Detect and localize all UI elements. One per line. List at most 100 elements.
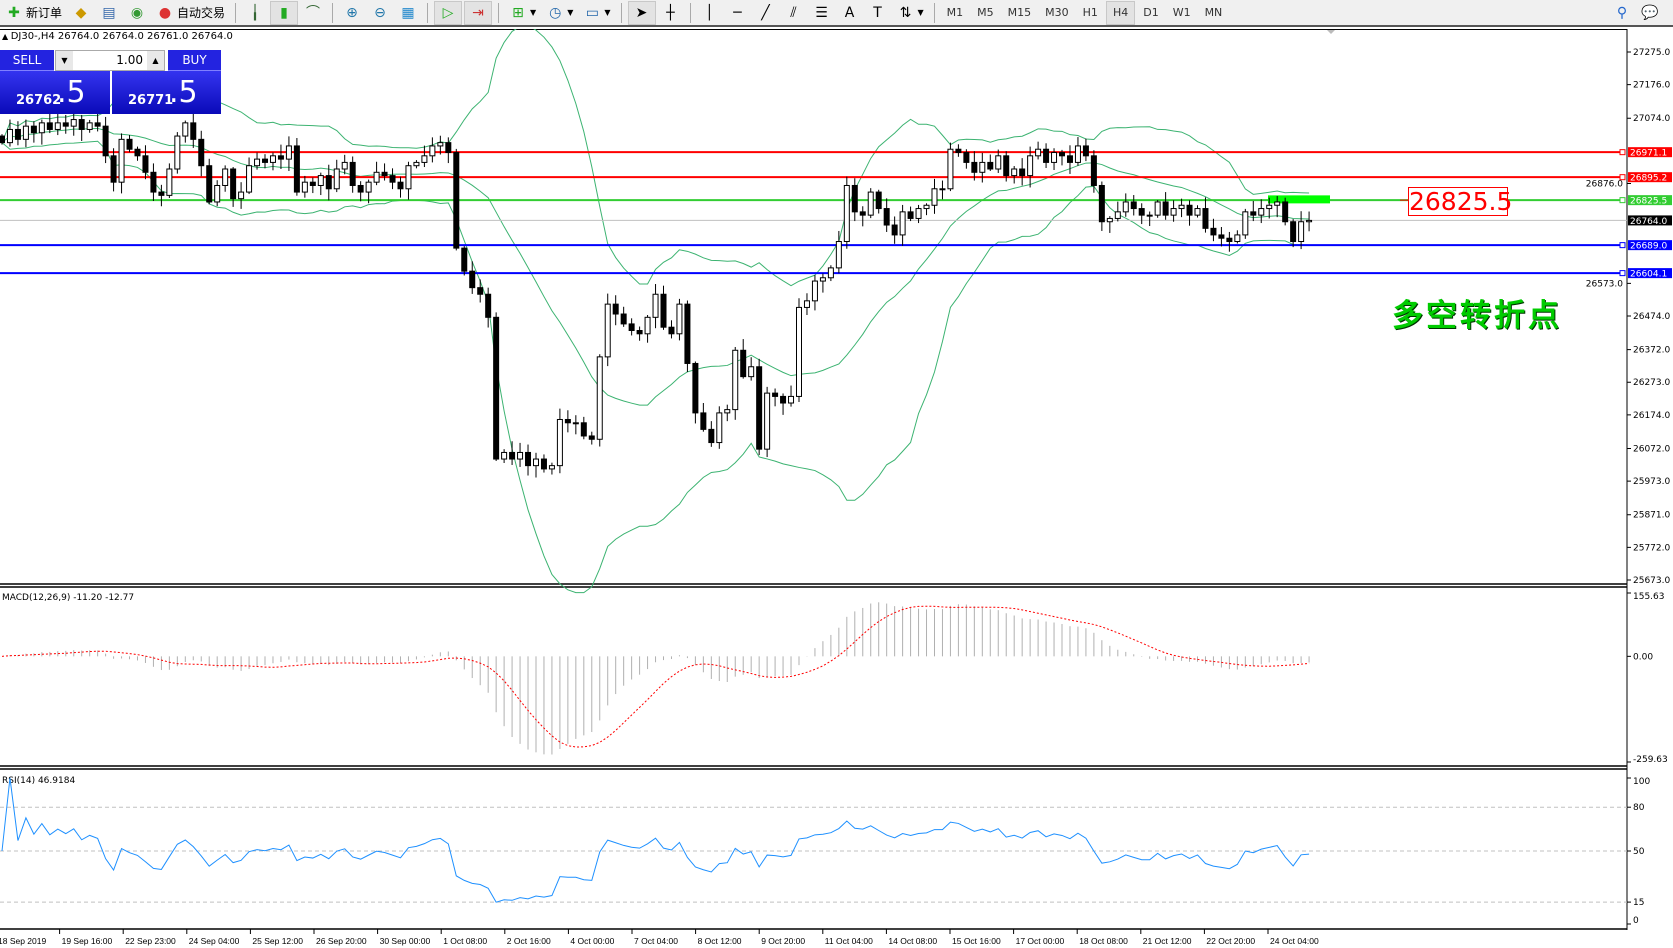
time-tick-label: 18 Oct 08:00 (1079, 936, 1128, 946)
lot-decrease-button[interactable]: ▼ (56, 51, 73, 70)
equidistant-channel-button[interactable]: ⫽ (781, 1, 807, 25)
timeframe-m15[interactable]: M15 (1007, 6, 1032, 19)
timeframe-h1[interactable]: H1 (1082, 6, 1098, 19)
candle (1250, 200, 1257, 222)
timeframe-d1[interactable]: D1 (1143, 6, 1159, 19)
candle (859, 206, 866, 227)
price-tick-label: 25871.0 (1633, 511, 1670, 521)
candle-body (620, 313, 627, 325)
candlestick-button[interactable]: ▮ (270, 0, 299, 25)
candle (835, 230, 842, 274)
collapse-icon[interactable]: ▲ (2, 32, 11, 41)
candle-body (947, 148, 954, 190)
arrows-button[interactable]: ⇅ ▼ (893, 1, 928, 25)
chart-shift-button[interactable]: ⇥ (464, 0, 493, 25)
candle (1027, 146, 1034, 188)
candle (819, 273, 826, 293)
candle-body (740, 349, 747, 378)
candle (102, 116, 109, 164)
turning-point-text[interactable]: 多空转折点 (1392, 298, 1562, 334)
candle (285, 136, 292, 171)
level-handle (1619, 197, 1626, 204)
candle (30, 121, 37, 143)
candle-body (134, 148, 141, 157)
candle (6, 119, 13, 147)
lot-size-input[interactable]: ▼ 1.00 ▲ (55, 50, 165, 71)
fibonacci-button[interactable]: ☰ (809, 1, 835, 25)
candle (620, 306, 627, 327)
candle (317, 172, 324, 196)
tile-windows-button[interactable]: ▦ (395, 1, 421, 25)
templates-button[interactable]: ▭ ▼ (579, 1, 614, 25)
line-chart-button[interactable]: ⌒ (300, 1, 326, 25)
candle-body (1202, 208, 1209, 229)
highlight-rectangle (1268, 195, 1330, 204)
level-price-label: 26604.1 (1630, 270, 1667, 280)
search-button[interactable]: ⚲ (1609, 1, 1635, 25)
candle (1098, 181, 1105, 231)
price-tick-label: 26372.0 (1633, 346, 1670, 356)
periods-button[interactable]: ◷ ▼ (542, 1, 577, 25)
sell-button[interactable]: SELL (0, 50, 54, 71)
new-order-button[interactable]: ✚ 新订单 (1, 1, 66, 25)
candle-body (764, 392, 771, 450)
candle (676, 298, 683, 341)
price-tick-label: 27074.0 (1633, 114, 1670, 124)
candle-body (349, 161, 356, 186)
timeframe-mn[interactable]: MN (1204, 6, 1223, 19)
timeframe-m5[interactable]: M5 (977, 6, 994, 19)
candle (1306, 211, 1313, 232)
vertical-line-button[interactable]: │ (697, 1, 723, 25)
candle-body (796, 306, 802, 397)
timeframe-h4[interactable]: H4 (1105, 0, 1136, 25)
cursor-button[interactable]: ➤ (627, 0, 656, 25)
candle-body (62, 122, 69, 127)
candle-body (644, 316, 651, 335)
bar-chart-button[interactable]: ╽ (242, 1, 268, 25)
sell-price-box[interactable]: 26762.5 (0, 71, 110, 114)
chart-area[interactable]: 27275.0 27176.0 27074.0 26876.0 26573.0 26474… (0, 29, 1673, 948)
text-label-button[interactable]: T (865, 1, 891, 25)
time-tick-label: 11 Oct 04:00 (825, 936, 873, 946)
candle (1059, 149, 1066, 166)
candle (469, 261, 476, 294)
candle (389, 168, 396, 190)
candle-body (22, 125, 29, 140)
candle-body (700, 412, 707, 430)
candle (357, 181, 364, 202)
price-label-annotation[interactable]: 26825.5 (1408, 187, 1513, 216)
candle-body (772, 392, 779, 397)
indicators-button[interactable]: ⊞ ▼ (505, 1, 540, 25)
market-watch-button[interactable]: ◆ (68, 1, 94, 25)
crosshair-button[interactable]: ┼ (658, 1, 684, 25)
zoom-out-button[interactable]: ⊖ (367, 1, 393, 25)
horizontal-line-button[interactable]: ─ (725, 1, 751, 25)
candle-body (540, 458, 547, 470)
buy-button[interactable]: BUY (168, 50, 221, 71)
navigator-button[interactable]: ◉ (124, 1, 150, 25)
candle (118, 133, 125, 194)
candle-body (1051, 152, 1058, 163)
rsi-tick-label: 100 (1633, 777, 1650, 787)
price-tick-label: 26072.0 (1633, 444, 1670, 454)
lot-size-value[interactable]: 1.00 (116, 53, 143, 67)
data-window-button[interactable]: ▤ (96, 1, 122, 25)
auto-scroll-button[interactable]: ▷ (434, 0, 463, 25)
candle-body (556, 418, 563, 467)
candle-body (588, 435, 595, 440)
candle (899, 204, 906, 246)
candle (413, 160, 420, 169)
buy-price-box[interactable]: 26771.5 (112, 71, 221, 114)
candle-body (1122, 201, 1129, 213)
candle-body (580, 422, 587, 437)
timeframe-m30[interactable]: M30 (1045, 6, 1069, 19)
auto-trading-button[interactable]: ● 自动交易 (152, 1, 229, 25)
lot-increase-button[interactable]: ▲ (147, 51, 164, 70)
trendline-button[interactable]: ╱ (753, 1, 779, 25)
chat-button[interactable]: 💬 (1637, 1, 1663, 25)
candle-body (373, 171, 380, 183)
zoom-in-button[interactable]: ⊕ (339, 1, 365, 25)
text-button[interactable]: A (837, 1, 863, 25)
timeframe-m1[interactable]: M1 (946, 6, 964, 19)
timeframe-w1[interactable]: W1 (1172, 6, 1191, 19)
